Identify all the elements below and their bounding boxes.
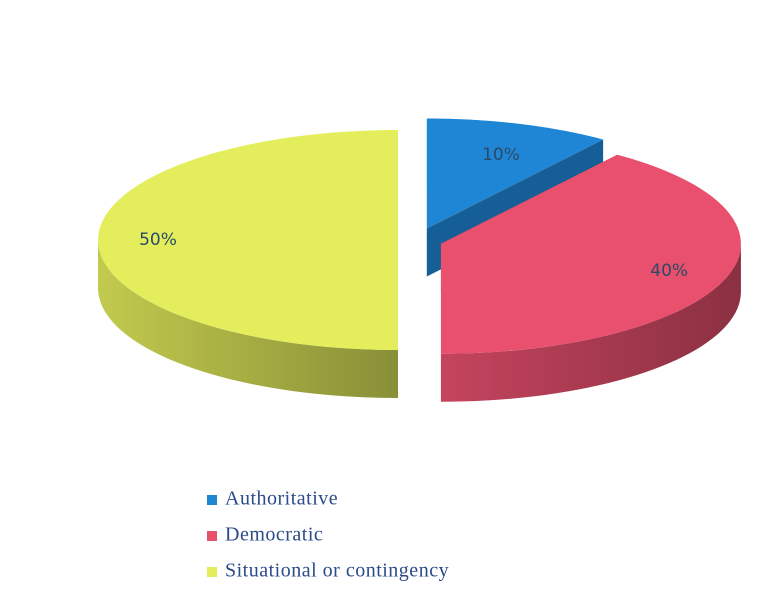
pie-slice xyxy=(98,130,398,398)
pie-slice xyxy=(440,154,741,402)
legend-label: Authoritative xyxy=(225,488,338,510)
legend-swatch xyxy=(207,531,217,541)
slice-top xyxy=(98,130,398,350)
slice-top xyxy=(426,118,604,229)
legend-swatch xyxy=(207,567,217,577)
slice-top xyxy=(440,154,741,354)
data-label: 50% xyxy=(139,230,177,250)
legend-swatch xyxy=(207,495,217,505)
data-label: 40% xyxy=(650,261,688,281)
slice-wall xyxy=(98,240,398,398)
legend-label: Situational or contingency xyxy=(225,560,449,582)
data-label: 10% xyxy=(482,145,520,165)
slice-wall xyxy=(440,243,741,402)
legend-label: Democratic xyxy=(225,524,323,546)
